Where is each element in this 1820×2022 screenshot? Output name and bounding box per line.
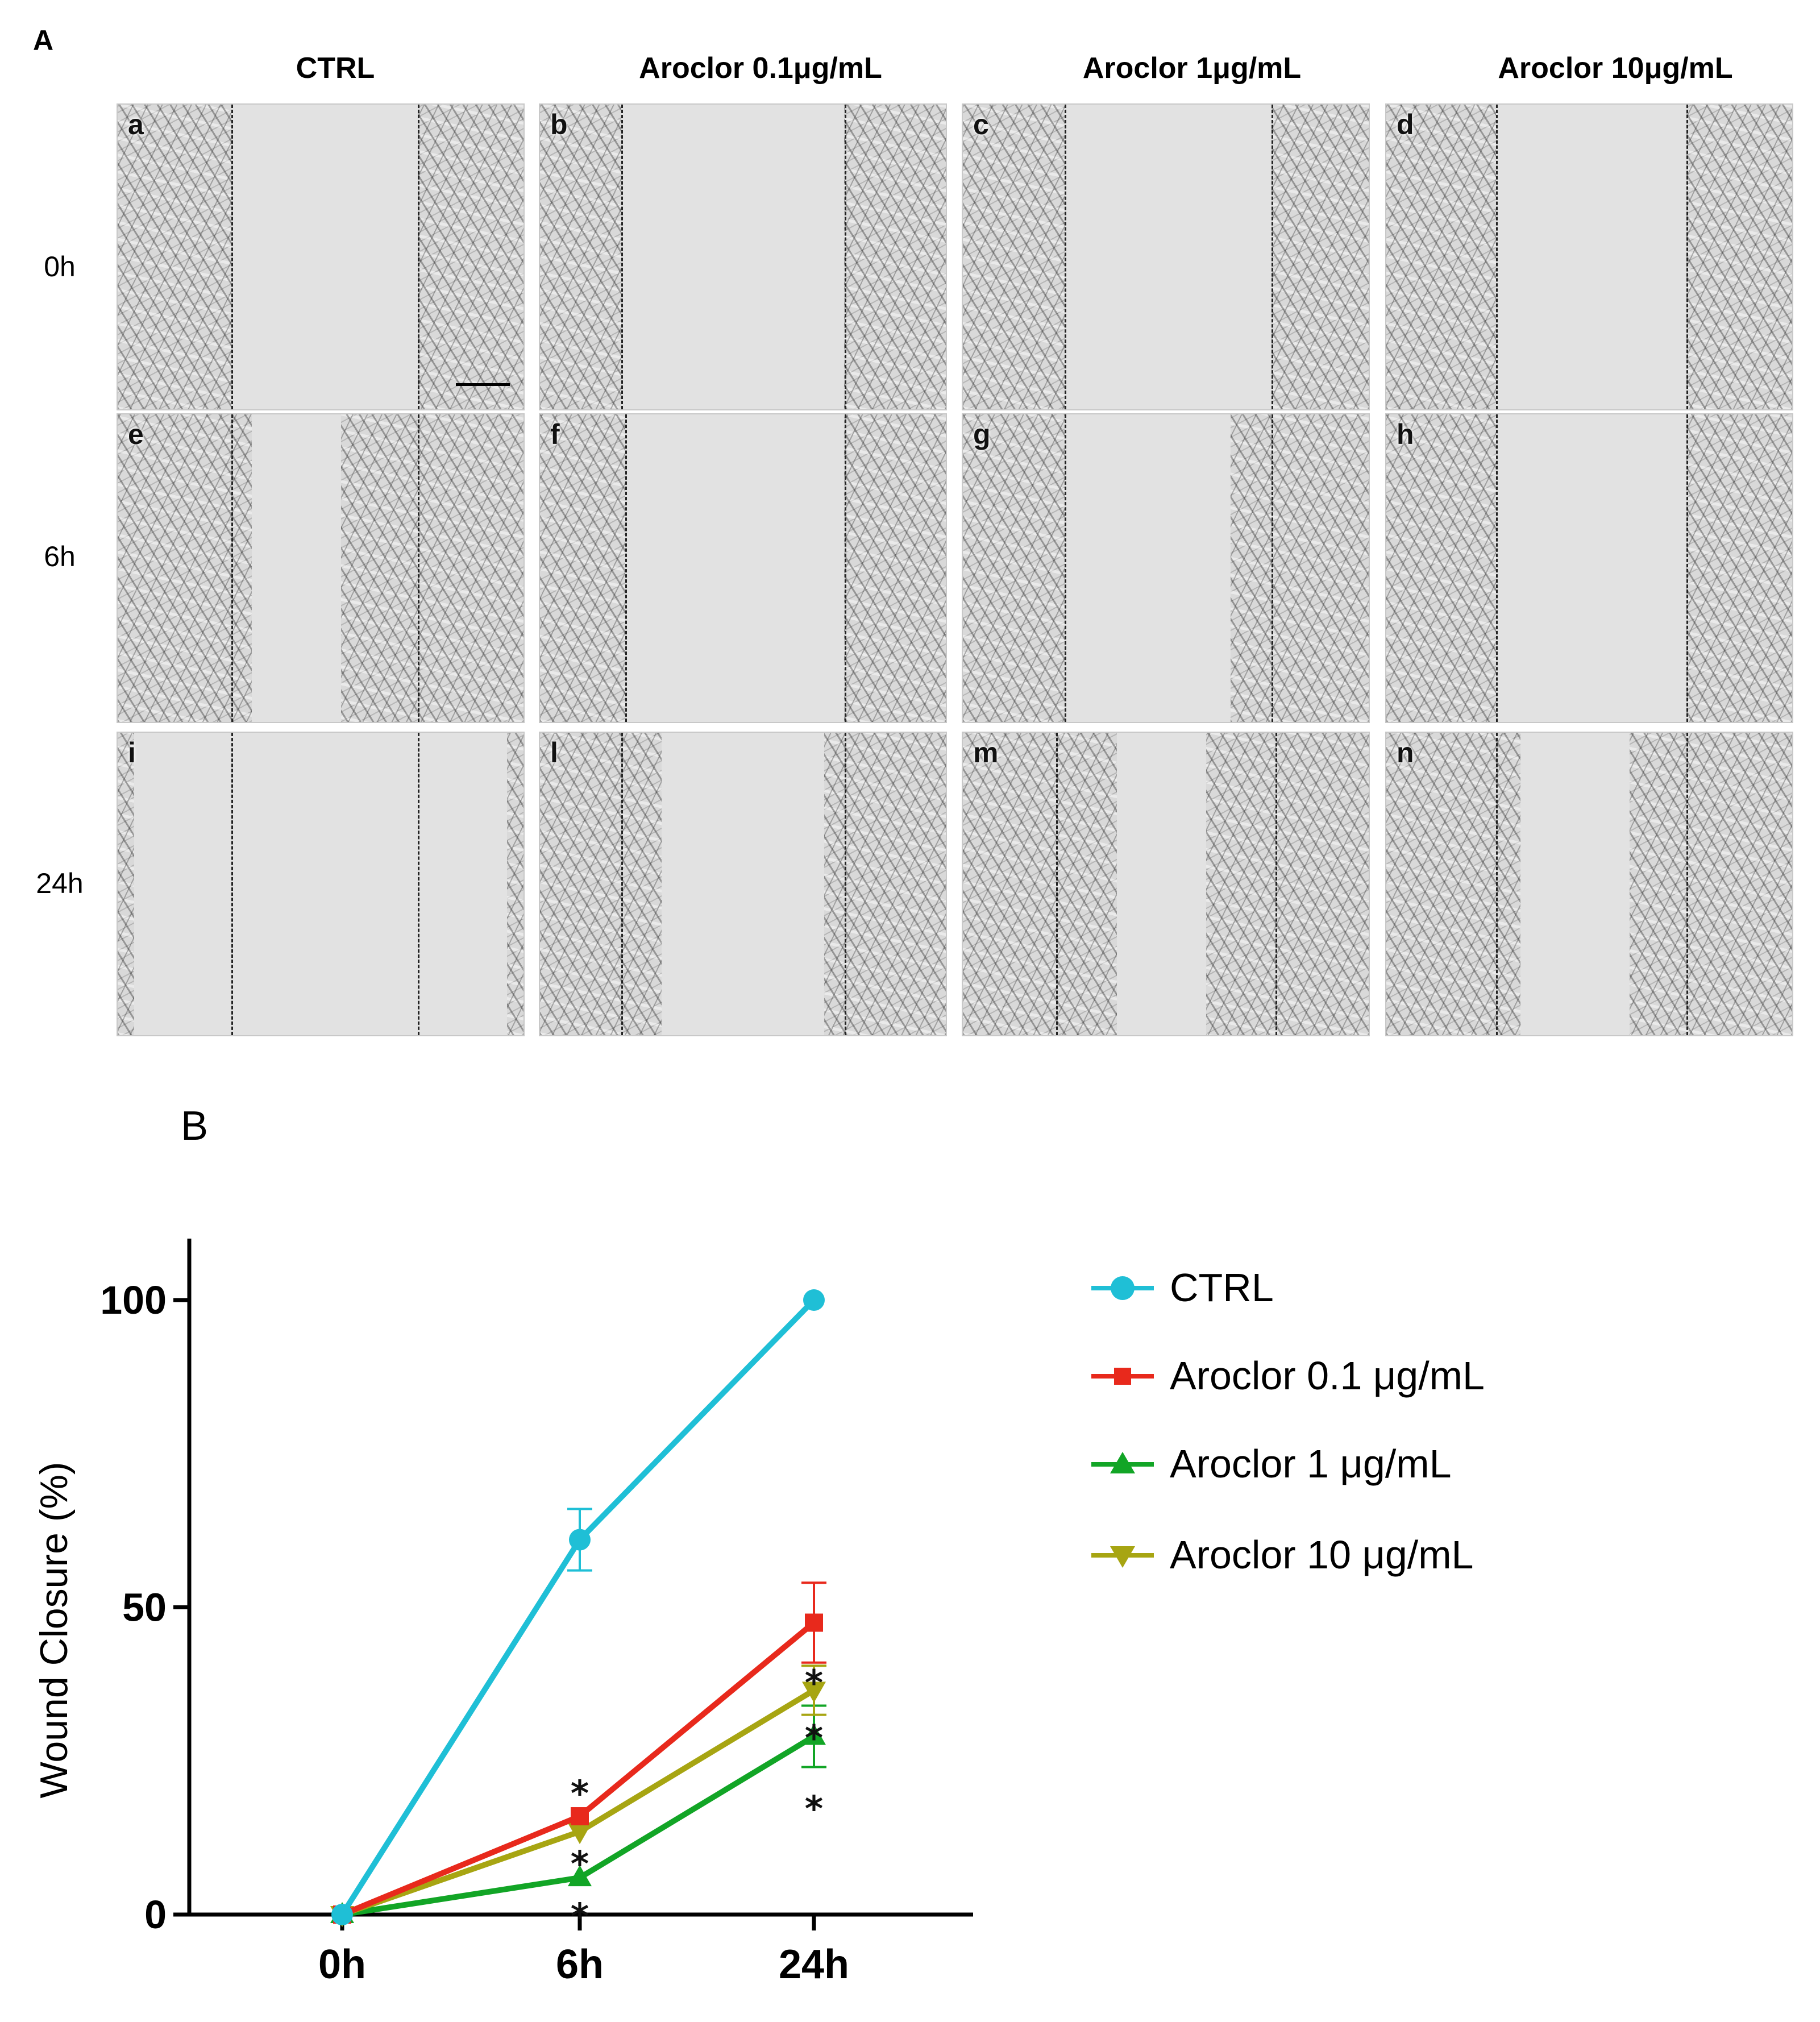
data-point [802, 1724, 826, 1745]
data-point [568, 1823, 592, 1845]
micrograph-label: c [973, 109, 989, 140]
micrograph-label: b [550, 109, 568, 140]
wound-edge-line [1495, 414, 1498, 722]
data-point [571, 1807, 589, 1826]
wound-edge-line [1275, 733, 1277, 1035]
micrograph-label: f [550, 418, 560, 450]
wound-edge-line [418, 414, 420, 722]
y-tick-label: 100 [100, 1278, 167, 1322]
micrograph-panel: g [962, 413, 1370, 723]
scale-bar [456, 383, 510, 386]
wound-edge-line [1686, 414, 1689, 722]
micrograph-label: g [973, 418, 991, 450]
micrograph-panel: b [539, 103, 947, 410]
legend-label: Aroclor 10 μg/mL [1170, 1533, 1474, 1577]
x-tick-label: 24h [779, 1942, 849, 1987]
wound-closure-chart: 0 50 100 0h 6h 24h Wound Closure (%) * * * * * * [32, 1238, 973, 1987]
micrograph-panel: f [539, 413, 947, 723]
legend-marker [1111, 1276, 1135, 1300]
legend-label: Aroclor 1 μg/mL [1170, 1442, 1452, 1486]
wound-edge-line [844, 733, 846, 1035]
legend-marker [1110, 1452, 1135, 1473]
x-tick-label: 6h [556, 1942, 604, 1987]
wound-edge-line [621, 733, 623, 1035]
significance-marker: * [805, 1662, 823, 1704]
micrograph-panel: i [117, 732, 525, 1036]
wound-edge-line [844, 105, 846, 409]
data-point [331, 1904, 353, 1925]
micrograph-label: n [1397, 737, 1414, 769]
significance-marker: * [571, 1844, 589, 1885]
wound-edge-line [844, 414, 846, 722]
wound-edge-line [1686, 105, 1689, 409]
wound-edge-line [1495, 105, 1498, 409]
panel-a-label: A [33, 24, 54, 56]
wound-edge-line [1686, 733, 1689, 1035]
data-point [569, 1529, 591, 1551]
wound-edge-line [1056, 733, 1058, 1035]
wound-edge-line [231, 105, 233, 409]
micrograph-panel: a [117, 103, 525, 410]
significance-marker: * [805, 1717, 823, 1759]
micrograph-panel: e [117, 413, 525, 723]
row-header: 0h [44, 251, 76, 283]
y-axis-label: Wound Closure (%) [32, 1462, 76, 1798]
row-header: 6h [44, 541, 76, 572]
column-header: Aroclor 1μg/mL [1082, 52, 1302, 85]
legend-label: CTRL [1170, 1265, 1274, 1310]
significance-marker: * [571, 1772, 589, 1814]
y-tick-label: 0 [144, 1892, 167, 1937]
micrograph-panel: m [962, 732, 1370, 1036]
micrograph-label: d [1397, 109, 1414, 140]
panel-b-label: B [181, 1103, 209, 1149]
micrograph-panel: c [962, 103, 1370, 410]
significance-marker: * [571, 1896, 589, 1937]
micrograph-panel: l [539, 732, 947, 1036]
x-tick-label: 0h [318, 1942, 366, 1987]
y-tick-label: 50 [122, 1585, 167, 1630]
data-point [805, 1613, 823, 1632]
column-header: Aroclor 10μg/mL [1498, 52, 1733, 85]
micrograph-label: i [128, 737, 136, 769]
column-header: CTRL [296, 52, 375, 85]
micrograph-label: l [550, 737, 558, 769]
micrograph-label: m [973, 737, 999, 769]
legend-marker [1114, 1368, 1131, 1385]
wound-edge-line [1495, 733, 1498, 1035]
legend-marker [1110, 1546, 1135, 1568]
data-point [803, 1289, 825, 1311]
column-header: Aroclor 0.1μg/mL [639, 52, 882, 85]
wound-edge-line [1271, 105, 1273, 409]
legend-label: Aroclor 0.1 μg/mL [1170, 1353, 1485, 1398]
row-header: 24h [36, 867, 84, 899]
wound-edge-line [418, 733, 420, 1035]
data-point [568, 1865, 592, 1887]
wound-edge-line [1271, 414, 1273, 722]
micrograph-panel: n [1385, 732, 1793, 1036]
micrograph-label: h [1397, 418, 1414, 450]
wound-edge-line [231, 733, 233, 1035]
wound-edge-line [1064, 414, 1066, 722]
micrograph-panel: h [1385, 413, 1793, 723]
significance-marker: * [805, 1788, 823, 1829]
micrograph-label: a [128, 109, 144, 140]
data-point [802, 1681, 826, 1703]
wound-edge-line [621, 105, 623, 409]
micrograph-label: e [128, 418, 144, 450]
wound-edge-line [418, 105, 420, 409]
wound-edge-line [1064, 105, 1066, 409]
wound-edge-line [231, 414, 233, 722]
micrograph-panel: d [1385, 103, 1793, 410]
wound-edge-line [625, 414, 627, 722]
